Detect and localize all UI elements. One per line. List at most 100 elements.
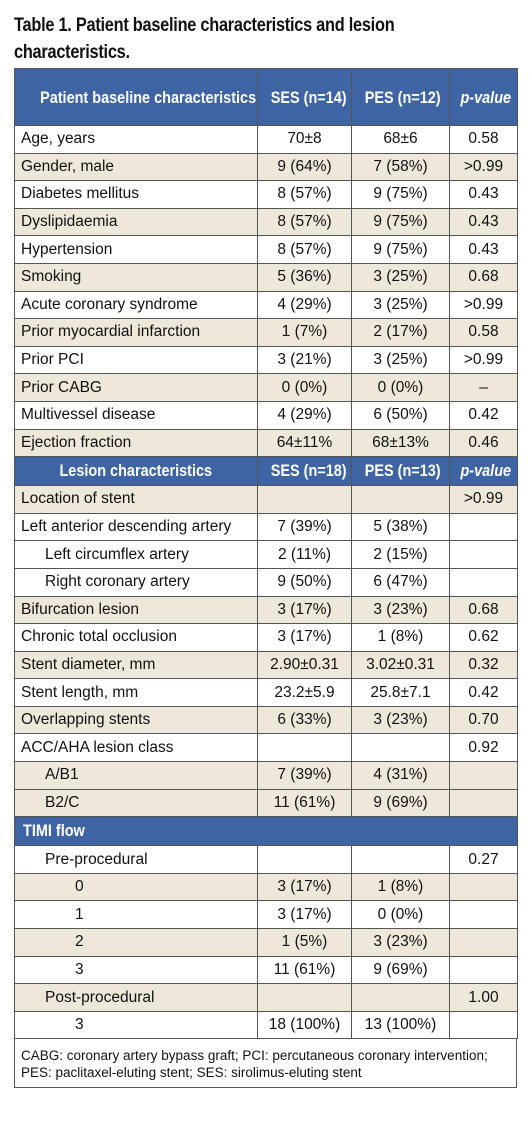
table-row: Ejection fraction 64±11% 68±13% 0.46 [14,428,518,458]
pes-value [351,845,450,874]
ses-value: 7 (39%) [257,512,352,542]
p-value: 0.46 [449,428,518,458]
timi-header-row: TIMI flow [14,816,518,847]
row-label: 3 [14,955,258,985]
pes-value: 3 (25%) [351,262,450,292]
row-label: Stent length, mm [14,678,258,707]
p-value [449,928,518,957]
pes-value [351,485,450,514]
ses-value: 2 (11%) [257,540,352,569]
ses-value: 70±8 [257,125,352,154]
row-label: ACC/AHA lesion class [14,733,258,763]
table-row: Hypertension 8 (57%) 9 (75%) 0.43 [14,235,518,264]
pes-value: 68±13% [351,428,450,458]
ses-value: 4 (29%) [257,400,352,430]
table-row: Gender, male 9 (64%) 7 (58%) >0.99 [14,152,518,182]
row-label: Dyslipidaemia [14,207,258,237]
pes-value: 9 (69%) [351,788,450,818]
row-label: Left anterior descending artery [14,512,258,542]
ses-value: 3 (17%) [257,623,352,652]
ses-value: 5 (36%) [257,262,352,292]
row-label: Hypertension [14,235,258,264]
row-label: 0 [14,872,258,902]
header-pes: PES (n=12) [351,68,450,126]
p-value: 0.58 [449,318,518,347]
p-value: 0.58 [449,125,518,154]
row-label: 1 [14,900,258,930]
pes-value: 0 (0%) [351,900,450,930]
p-value: >0.99 [449,485,518,514]
table-footnote: CABG: coronary artery bypass graft; PCI:… [14,1039,517,1089]
pes-value: 3 (23%) [351,928,450,957]
row-label: Post-procedural [14,983,258,1012]
p-value: 0.27 [449,845,518,874]
table-row: Left circumflex artery 2 (11%) 2 (15%) [14,540,518,569]
ses-value: 11 (61%) [257,955,352,985]
ses-value: 23.2±5.9 [257,678,352,707]
row-label: Prior myocardial infarction [14,318,258,347]
table-row: Bifurcation lesion 3 (17%) 3 (23%) 0.68 [14,595,518,625]
p-value: 1.00 [449,983,518,1012]
row-label: Bifurcation lesion [14,595,258,625]
p-value: 0.42 [449,400,518,430]
p-value [449,1010,518,1040]
p-value: >0.99 [449,290,518,320]
pes-value [351,983,450,1012]
p-value [449,955,518,985]
p-value: >0.99 [449,152,518,182]
pes-value: 5 (38%) [351,512,450,542]
table-row: Chronic total occlusion 3 (17%) 1 (8%) 0.62 [14,623,518,652]
header-lesion-label: Lesion characteristics [14,456,258,487]
ses-value: 18 (100%) [257,1010,352,1040]
table-row: Diabetes mellitus 8 (57%) 9 (75%) 0.43 [14,180,518,209]
table-row: Stent length, mm 23.2±5.9 25.8±7.1 0.42 [14,678,518,707]
row-label: A/B1 [14,761,258,790]
row-label: Stent diameter, mm [14,650,258,680]
row-label: Chronic total occlusion [14,623,258,652]
row-label: Pre-procedural [14,845,258,874]
row-label: 3 [14,1010,258,1040]
pes-value: 68±6 [351,125,450,154]
ses-value: 8 (57%) [257,180,352,209]
header-p-value: p-value [449,456,518,487]
pes-value: 4 (31%) [351,761,450,790]
header-p-value: p-value [449,68,518,126]
table-row: Right coronary artery 9 (50%) 6 (47%) [14,567,518,597]
header-ses: SES (n=14) [257,68,352,126]
p-value: 0.32 [449,650,518,680]
pes-value: 7 (58%) [351,152,450,182]
lesion-header-row: Lesion characteristics SES (n=18) PES (n=1… [14,456,518,487]
table-row: Location of stent >0.99 [14,485,518,514]
table-row: Age, years 70±8 68±6 0.58 [14,125,518,154]
pes-value: 3 (23%) [351,595,450,625]
ses-value: 8 (57%) [257,207,352,237]
pes-value: 3 (23%) [351,705,450,735]
row-label: Age, years [14,125,258,154]
patient-header-row: Patient baseline characteristics SES (n=… [14,68,518,126]
table-row: Left anterior descending artery 7 (39%) 5 … [14,512,518,542]
row-label: Prior CABG [14,373,258,402]
table-row: 3 18 (100%) 13 (100%) [14,1010,518,1040]
characteristics-table: Patient baseline characteristics SES (n=… [14,68,518,1089]
ses-value: 3 (17%) [257,900,352,930]
ses-value: 9 (64%) [257,152,352,182]
pes-value: 3 (25%) [351,345,450,375]
table-row: ACC/AHA lesion class 0.92 [14,733,518,763]
table-row: Prior PCI 3 (21%) 3 (25%) >0.99 [14,345,518,375]
pes-value: 9 (69%) [351,955,450,985]
pes-value: 9 (75%) [351,235,450,264]
row-label: 2 [14,928,258,957]
pes-value: 2 (17%) [351,318,450,347]
table-title: Table 1. Patient baseline characteristic… [14,15,395,63]
ses-value: 3 (17%) [257,595,352,625]
table-row: B2/C 11 (61%) 9 (69%) [14,788,518,818]
row-label: Ejection fraction [14,428,258,458]
pes-value: 1 (8%) [351,623,450,652]
ses-value: 8 (57%) [257,235,352,264]
p-value [449,788,518,818]
ses-value: 11 (61%) [257,788,352,818]
row-label: Location of stent [14,485,258,514]
p-value: 0.70 [449,705,518,735]
